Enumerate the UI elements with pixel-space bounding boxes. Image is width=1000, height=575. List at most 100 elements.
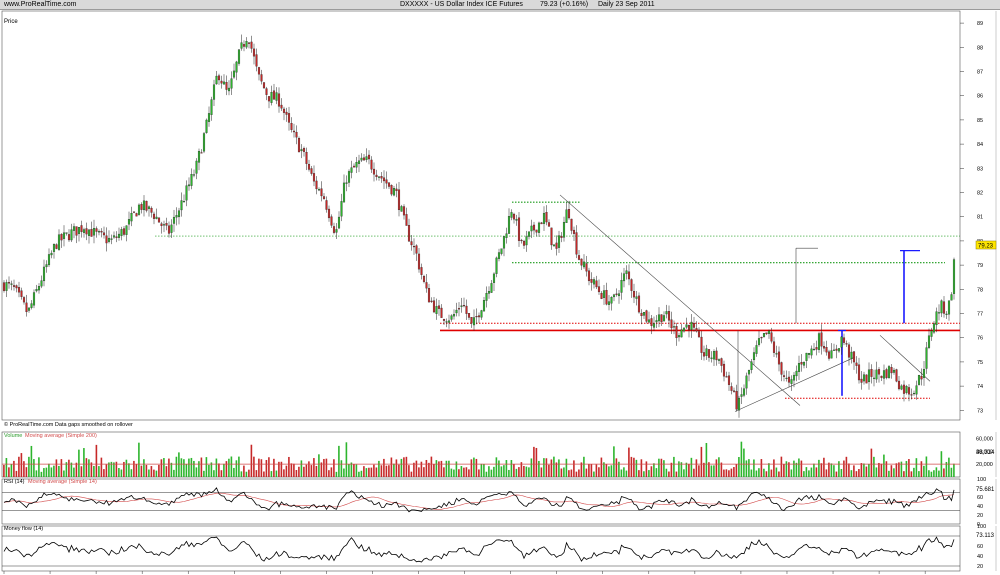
volume-bar <box>883 454 885 477</box>
candle-body <box>537 222 541 233</box>
candle-body <box>165 223 168 226</box>
volume-bar <box>465 467 468 477</box>
candle-body <box>225 82 228 90</box>
volume-bar <box>43 468 45 477</box>
candle-body <box>112 235 116 238</box>
price-panel[interactable] <box>1 10 997 421</box>
price-tick-label: 87 <box>977 70 983 76</box>
volume-bar <box>63 470 65 477</box>
volume-tick-label: 60,000 <box>976 436 993 442</box>
volume-bar <box>83 448 85 477</box>
candle-body <box>692 323 696 328</box>
volume-bar <box>365 468 368 477</box>
volume-bar <box>730 468 733 477</box>
volume-bar <box>625 470 628 477</box>
candle-body <box>460 305 463 307</box>
volume-bar <box>245 471 248 477</box>
volume-bar <box>205 457 208 477</box>
candle-body <box>897 380 901 390</box>
candle-body <box>865 374 868 384</box>
volume-bar <box>530 458 533 477</box>
candle-body <box>712 351 716 360</box>
volume-bar <box>875 467 878 477</box>
volume-bar <box>23 461 25 477</box>
volume-bar <box>605 464 608 477</box>
volume-bar <box>318 454 320 477</box>
candle-body <box>660 314 663 323</box>
volume-bar <box>90 462 93 477</box>
candle-body <box>952 259 956 294</box>
volume-bar <box>73 467 75 477</box>
volume-bar <box>355 464 358 477</box>
volume-tick-label: 20,000 <box>976 462 993 468</box>
site-label[interactable]: www.ProRealTime.com <box>4 1 77 8</box>
candle-body <box>17 287 21 293</box>
volume-bar <box>598 467 600 477</box>
volume-bar <box>768 463 770 477</box>
volume-bar <box>123 461 125 477</box>
candle-body <box>797 363 801 372</box>
candle-body <box>695 328 698 332</box>
volume-bar <box>935 467 938 477</box>
candle-body <box>82 229 86 233</box>
volume-bar <box>798 458 800 477</box>
volume-bar <box>323 458 325 477</box>
volume-bar <box>488 466 490 477</box>
volume-bar <box>528 467 530 477</box>
volume-bar <box>320 462 323 477</box>
candle-body <box>560 235 563 238</box>
candle-body <box>382 177 386 182</box>
candle-body <box>737 397 741 411</box>
candle-body <box>722 363 726 377</box>
candle-body <box>630 279 633 291</box>
volume-bar <box>538 460 540 477</box>
volume-bar <box>555 462 558 477</box>
candle-body <box>272 90 276 100</box>
chart-svg[interactable]: 7374757677787980818283848586878889 60,00… <box>0 9 1000 575</box>
volume-bar <box>403 457 405 477</box>
candle-body <box>210 99 213 115</box>
candle-body <box>180 200 183 211</box>
volume-tick-label: 40,000 <box>976 449 993 455</box>
oscillator-tick-label: 0 <box>977 522 980 528</box>
candle-body <box>550 227 553 246</box>
candle-body <box>880 375 883 378</box>
candle-body <box>420 267 423 275</box>
rsi-panel[interactable] <box>1 478 997 525</box>
candle-body <box>237 49 241 64</box>
volume-bar <box>778 471 780 477</box>
candle-body <box>677 335 681 338</box>
volume-bar <box>248 469 250 477</box>
candle-body <box>200 152 203 154</box>
candle-body <box>67 234 71 241</box>
volume-bar <box>585 468 588 477</box>
volume-bar <box>473 457 475 477</box>
volume-bar <box>733 467 735 477</box>
volume-bar <box>470 459 473 477</box>
candle-body <box>562 222 566 238</box>
candle-body <box>407 224 411 242</box>
volume-bar <box>145 464 148 477</box>
candle-body <box>845 343 848 345</box>
volume-bar <box>173 469 175 477</box>
volume-bar <box>165 466 168 477</box>
candle-body <box>55 244 58 249</box>
volume-bar <box>558 459 560 477</box>
candle-body <box>390 185 393 195</box>
candle-body <box>230 78 233 89</box>
volume-bar <box>705 442 708 477</box>
volume-bar <box>498 460 500 477</box>
volume-bar <box>750 469 753 477</box>
candle-body <box>687 324 691 330</box>
candle-body <box>432 300 436 313</box>
price-tick-label: 85 <box>977 118 983 124</box>
candle-body <box>860 378 863 383</box>
candle-body <box>35 289 38 292</box>
candle-body <box>267 96 271 102</box>
candle-body <box>85 228 88 235</box>
candle-body <box>12 285 16 287</box>
volume-bar <box>513 464 515 477</box>
candle-body <box>772 341 776 353</box>
volume-bar <box>85 458 88 477</box>
candle-body <box>92 228 96 236</box>
